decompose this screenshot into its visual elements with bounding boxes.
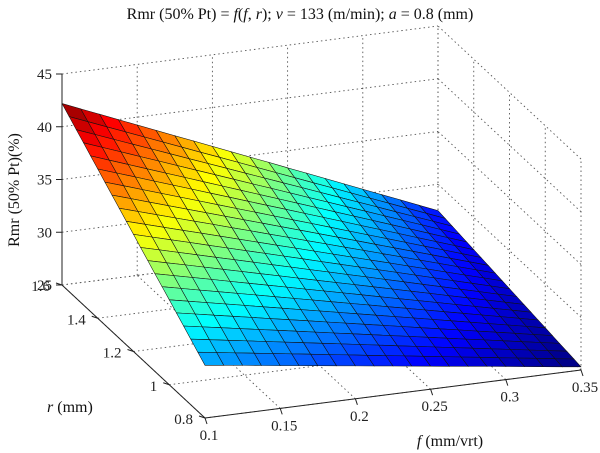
- x-tick-label: 0.15: [271, 418, 297, 434]
- axes: [55, 73, 584, 425]
- x-tick-mark: [204, 417, 208, 425]
- x-tick-label: 0.3: [500, 390, 519, 406]
- y-tick-mark: [127, 349, 134, 352]
- z-tick-label: 45: [37, 67, 52, 83]
- y-tick-mark: [163, 382, 170, 386]
- x-axis-label-var: f: [417, 433, 424, 450]
- y-tick-label: 1.4: [67, 312, 86, 328]
- title-part: f: [233, 6, 240, 23]
- tick-labels: 0.1 0.15 0.2 0.25 0.3 0.35 0.8 1 1.2 1.4 1.625 30 35…: [31, 67, 598, 444]
- y-tick-mark: [91, 315, 98, 319]
- grid-line-back-z: [61, 78, 439, 128]
- y-axis-label-var: r: [47, 399, 54, 416]
- x-tick-label: 0.2: [350, 409, 369, 425]
- grid-line-side-z: [437, 183, 582, 318]
- title-part: v: [276, 6, 284, 23]
- z-tick-label: 35: [37, 173, 52, 189]
- x-axis-label: f (mm/vrt): [417, 433, 483, 450]
- grid-line-side-z: [437, 78, 582, 213]
- title-part: f: [243, 6, 250, 23]
- x-tick-mark: [580, 369, 584, 377]
- x-axis-label-unit: (mm/vrt): [421, 433, 483, 450]
- x-tick-mark: [430, 389, 434, 396]
- grid-line-back-z: [61, 25, 439, 75]
- surface-cell: [554, 358, 582, 368]
- title-part: r: [256, 6, 263, 23]
- title-part: a: [389, 6, 397, 23]
- y-tick-label: 1: [150, 379, 158, 395]
- x-tick-mark: [279, 408, 283, 415]
- grid-line-side-z: [437, 131, 582, 265]
- title-part: = 0.8 (mm): [397, 6, 474, 23]
- y-tick-label: 0.8: [174, 412, 193, 428]
- title-part: Rmr (50% Pt) =: [127, 6, 234, 23]
- z-tick-label: 25: [37, 278, 52, 294]
- x-tick-label: 0.25: [421, 399, 447, 415]
- chart-title: Rmr (50% Pt) = f(f, r); v = 133 (m/min);…: [127, 6, 474, 23]
- x-tick-label: 0.35: [572, 380, 598, 396]
- x-axis-line: [204, 369, 582, 419]
- grid-line-floor-f: [136, 275, 281, 409]
- z-tick-label: 30: [37, 225, 52, 241]
- z-tick-label: 40: [37, 120, 52, 136]
- title-part: = 133 (m/min);: [283, 6, 389, 23]
- x-tick-mark: [505, 379, 509, 386]
- x-tick-mark: [354, 398, 358, 405]
- y-tick-label: 1.2: [103, 346, 122, 362]
- z-axis-label: Rmr (50% Pt)(%): [6, 133, 23, 247]
- y-axis-label: r (mm): [47, 399, 93, 416]
- y-tick-mark: [198, 415, 206, 419]
- y-axis-label-unit: (mm): [53, 399, 93, 416]
- title-part: );: [262, 6, 276, 23]
- x-tick-label: 0.1: [200, 428, 219, 444]
- y-tick-label: 1.6: [31, 279, 50, 295]
- grid-line-side-z: [437, 25, 582, 160]
- title-part: (: [238, 6, 243, 23]
- title-part: ,: [248, 6, 256, 23]
- surface-mesh: [61, 103, 582, 368]
